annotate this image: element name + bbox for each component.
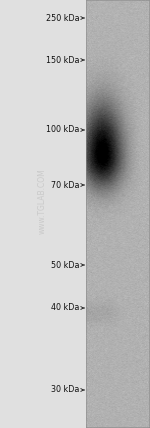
Text: 250 kDa: 250 kDa bbox=[46, 14, 79, 23]
Text: 150 kDa: 150 kDa bbox=[46, 56, 79, 65]
Text: 30 kDa: 30 kDa bbox=[51, 386, 79, 395]
Text: 50 kDa: 50 kDa bbox=[51, 261, 79, 270]
Text: 100 kDa: 100 kDa bbox=[46, 125, 79, 134]
Text: 70 kDa: 70 kDa bbox=[51, 181, 79, 190]
Text: 40 kDa: 40 kDa bbox=[51, 303, 79, 312]
Text: www.TGLAB.COM: www.TGLAB.COM bbox=[38, 168, 46, 234]
